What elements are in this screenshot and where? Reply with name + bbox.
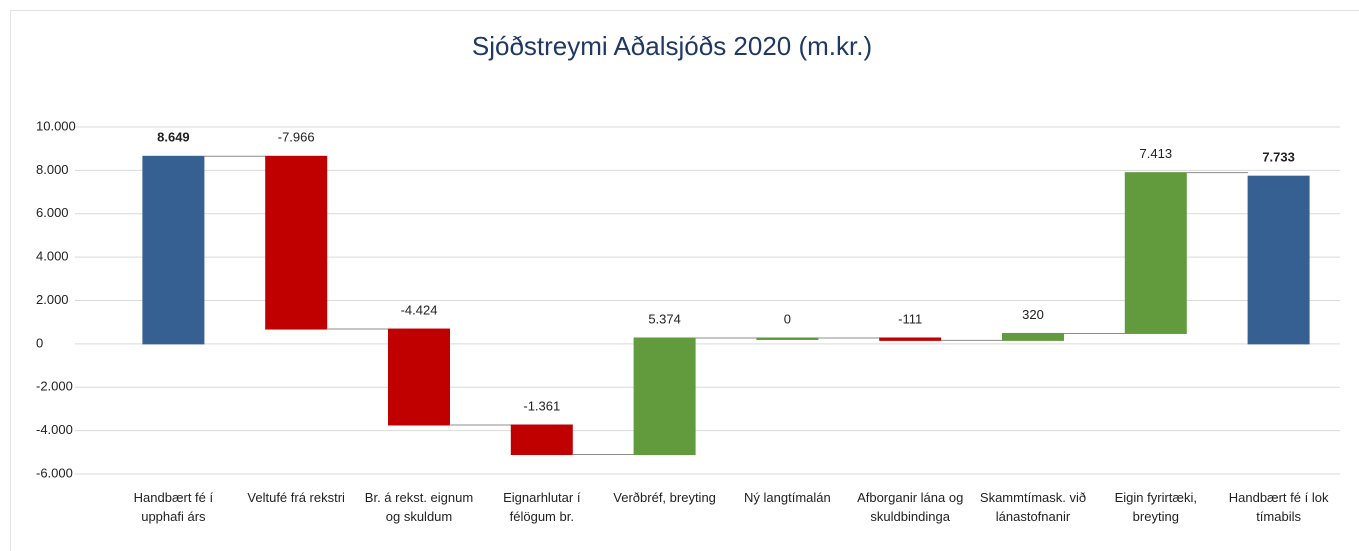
- value-label: 5.374: [648, 311, 681, 326]
- y-tick-label: 6.000: [36, 205, 69, 220]
- bar: [1002, 332, 1064, 341]
- bar: [265, 155, 328, 330]
- value-label: -1.361: [523, 398, 560, 413]
- value-label: 320: [1022, 307, 1044, 322]
- value-label: -4.424: [401, 302, 438, 317]
- chart-title: Sjóðstreymi Aðalsjóðs 2020 (m.kr.): [472, 31, 872, 61]
- chart-frame: [10, 10, 1359, 551]
- value-label: 7.413: [1140, 146, 1173, 161]
- y-tick-label: 4.000: [36, 249, 69, 264]
- bar: [388, 328, 450, 426]
- y-tick-label: 0: [36, 335, 43, 350]
- x-tick-label: Eigin fyrirtæki, breyting: [1114, 490, 1197, 524]
- bar: [142, 155, 205, 345]
- bar: [756, 337, 819, 340]
- x-tick-label: Eignarhlutar í félögum br.: [503, 490, 581, 524]
- bar: [633, 337, 696, 456]
- y-tick-label: -2.000: [36, 379, 73, 394]
- y-tick-label: 8.000: [36, 162, 69, 177]
- value-label: 8.649: [157, 130, 190, 145]
- bar: [879, 337, 942, 341]
- y-tick-label: -6.000: [36, 465, 73, 480]
- bar: [510, 424, 573, 456]
- value-label: -111: [898, 311, 922, 326]
- value-label: -7.966: [278, 130, 315, 145]
- y-tick-label: -4.000: [36, 422, 73, 437]
- y-tick-label: 2.000: [36, 292, 69, 307]
- x-tick-label: Veltufé frá rekstri: [247, 490, 345, 505]
- x-tick-label: Afborganir lána og skuldbindinga: [857, 490, 964, 524]
- bar: [1124, 172, 1187, 334]
- x-tick-label: Handbært fé í lok tímabils: [1228, 490, 1329, 524]
- bar: [1247, 175, 1310, 345]
- x-tick-label: Verðbréf, breyting: [613, 490, 716, 505]
- x-tick-label: Ný langtímalán: [744, 490, 831, 505]
- value-label: 7.733: [1262, 150, 1295, 165]
- value-label: 0: [784, 311, 791, 326]
- x-tick-label: Br. á rekst. eignum og skuldum: [364, 490, 474, 524]
- y-tick-label: 10.000: [36, 118, 76, 133]
- x-tick-label: Handbært fé í upphafi árs: [133, 490, 214, 524]
- x-tick-label: Skammtímask. við lánastofnanir: [979, 490, 1087, 524]
